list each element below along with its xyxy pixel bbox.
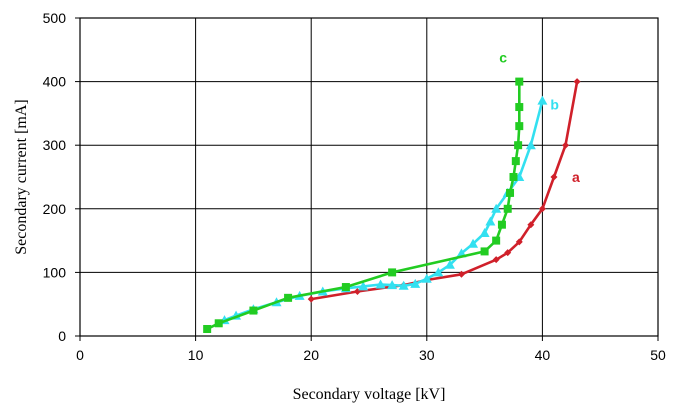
data-point	[410, 278, 421, 288]
data-point	[485, 216, 496, 226]
plot-frame	[79, 17, 659, 337]
data-point	[562, 141, 570, 149]
data-point	[468, 238, 479, 248]
data-point	[492, 236, 501, 245]
data-point	[387, 280, 398, 290]
data-point	[515, 103, 524, 112]
series-c: c	[203, 50, 524, 334]
data-point	[375, 279, 386, 289]
data-point	[515, 122, 524, 131]
data-point	[444, 259, 455, 269]
series-a-line	[310, 81, 579, 301]
data-point	[480, 247, 489, 256]
data-point	[398, 280, 409, 290]
data-point	[504, 249, 512, 257]
data-point	[506, 188, 515, 197]
data-point	[497, 220, 506, 229]
data-point	[457, 270, 465, 278]
x-tick-label: 40	[535, 347, 551, 363]
x-tick-label: 30	[419, 347, 435, 363]
data-point	[388, 268, 397, 277]
data-point	[284, 293, 293, 302]
data-point	[511, 157, 520, 166]
data-point	[249, 306, 258, 315]
data-point	[538, 205, 546, 213]
data-point	[515, 77, 524, 86]
series-group: a b c	[203, 50, 581, 334]
data-point	[214, 319, 223, 328]
series-c-label: c	[499, 50, 507, 66]
x-tick-label: 10	[188, 347, 204, 363]
data-point	[509, 173, 518, 181]
y-tick-label: 500	[43, 10, 67, 26]
data-point	[503, 204, 512, 213]
grid	[75, 17, 659, 341]
data-point	[514, 141, 523, 150]
data-point	[537, 95, 548, 105]
data-point	[515, 238, 523, 246]
data-point	[491, 203, 502, 213]
data-point	[421, 273, 432, 283]
data-point	[358, 281, 369, 291]
data-point	[550, 173, 558, 181]
y-axis-title: Secondary current [mA]	[13, 99, 30, 255]
y-tick-label: 100	[43, 264, 67, 280]
data-point	[573, 78, 581, 86]
y-tick-label: 200	[43, 201, 67, 217]
y-tick-label: 300	[43, 137, 67, 153]
data-point	[433, 267, 444, 277]
x-tick-label: 20	[303, 347, 319, 363]
data-point	[307, 295, 315, 303]
series-a-label: a	[572, 169, 580, 185]
y-tick-label: 0	[58, 328, 66, 344]
x-axis-title: Secondary voltage [kV]	[293, 386, 446, 403]
x-tick-label: 0	[76, 347, 84, 363]
data-point	[492, 256, 500, 264]
data-point	[203, 325, 212, 334]
series-b-label: b	[550, 97, 559, 113]
y-tick-label: 400	[43, 74, 67, 90]
data-point	[527, 221, 535, 229]
data-point	[479, 227, 490, 237]
x-tick-label: 50	[650, 347, 666, 363]
data-point	[525, 140, 536, 150]
data-point	[341, 283, 350, 292]
